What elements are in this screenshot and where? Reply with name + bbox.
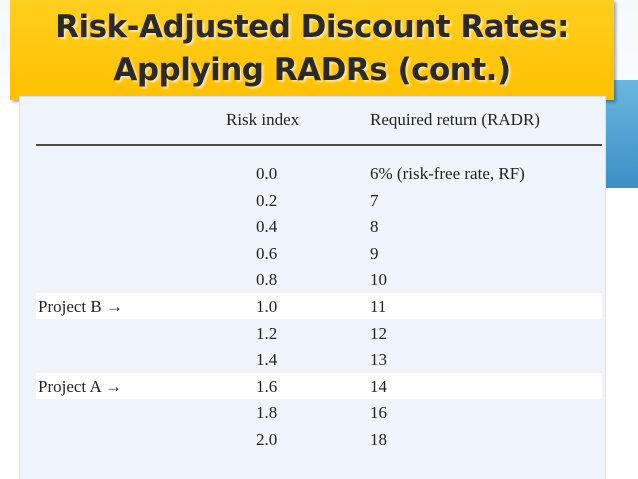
header-radr: Required return (RADR)	[370, 110, 540, 129]
radr-cell: 16	[370, 403, 387, 423]
table-row: 1.2 12	[20, 320, 605, 346]
table-row: 0.2 7	[20, 187, 605, 213]
header-risk-index: Risk index	[226, 110, 300, 129]
table-row: 0.8 10	[20, 266, 605, 292]
slide-title: Risk-Adjusted Discount Rates: Applying R…	[55, 9, 569, 88]
risk-index-cell: 0.6	[256, 243, 278, 263]
radr-table: Risk index Required return (RADR) 0.0 6% …	[20, 97, 605, 479]
risk-index-cell: 1.2	[256, 323, 278, 343]
radr-cell: 6% (risk-free rate, RF)	[370, 164, 525, 183]
risk-index-cell: 1.8	[256, 403, 278, 423]
radr-cell: 18	[370, 430, 387, 449]
radr-cell: 13	[370, 350, 387, 370]
radr-cell: 7	[370, 190, 379, 210]
risk-index-cell: 0.0	[256, 164, 278, 183]
risk-index-cell: 1.6	[256, 376, 278, 396]
title-banner: Risk-Adjusted Discount Rates: Applying R…	[10, 0, 614, 100]
risk-index-cell: 1.0	[256, 297, 278, 316]
risk-index-cell: 1.4	[256, 350, 278, 370]
radr-cell: 14	[370, 376, 387, 396]
table-row: Project B → 1.0 11	[36, 293, 602, 319]
row-label: Project A →	[38, 376, 123, 396]
radr-cell: 8	[370, 217, 379, 237]
table-row: 2.0 18	[20, 426, 605, 452]
radr-cell: 12	[370, 323, 387, 343]
table-row: Project A → 1.6 14	[36, 372, 602, 399]
row-label: Project B →	[38, 297, 123, 316]
slide-left-margin	[0, 100, 20, 479]
table-row: 0.0 6% (risk-free rate, RF)	[20, 160, 605, 186]
table-row: 0.6 9	[20, 240, 605, 266]
risk-index-cell: 2.0	[256, 430, 278, 449]
table-row: 1.4 13	[20, 346, 605, 372]
radr-cell: 9	[370, 243, 379, 263]
risk-index-cell: 0.2	[256, 190, 278, 210]
risk-index-cell: 0.4	[256, 217, 278, 237]
table-row: 1.8 16	[20, 399, 605, 425]
table-row: 0.4 8	[20, 213, 605, 239]
radr-cell: 11	[370, 297, 387, 316]
risk-index-cell: 0.8	[256, 270, 278, 290]
header-rule	[36, 144, 602, 146]
radr-cell: 10	[370, 270, 387, 290]
